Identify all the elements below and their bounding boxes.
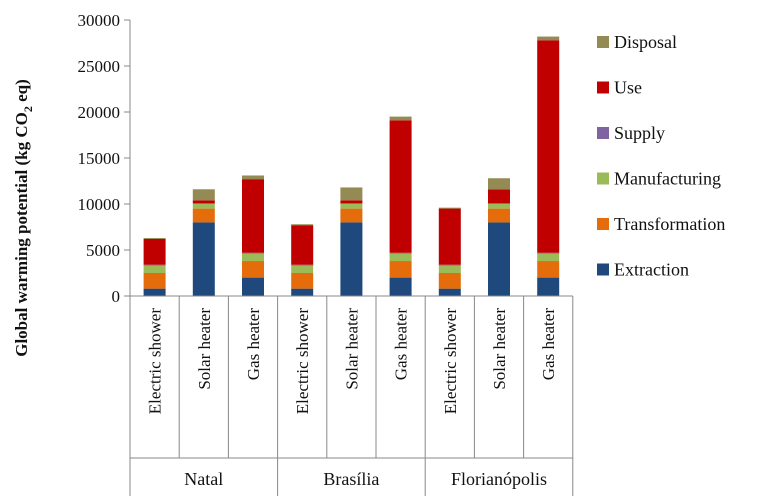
bar-segment-disposal xyxy=(389,116,412,121)
bar-segment-disposal xyxy=(291,224,314,226)
x-group-label: Natal xyxy=(184,469,223,489)
y-tick-label: 30000 xyxy=(78,11,121,30)
bar-segment-use xyxy=(537,40,560,253)
legend-swatch-transformation xyxy=(597,218,609,230)
legend: Disposal Use Supply Manufacturing Transforma… xyxy=(597,32,725,280)
bar-segment-use xyxy=(143,238,166,265)
bar-segment-supply xyxy=(438,264,461,266)
x-category-label: Electric shower xyxy=(146,308,165,415)
bar-segment-supply xyxy=(537,252,560,254)
x-category-label: Gas heater xyxy=(539,308,558,381)
bar-segment-use xyxy=(389,120,412,253)
legend-swatch-supply xyxy=(597,127,609,139)
bar-segment-transformation xyxy=(143,273,166,289)
axes xyxy=(129,20,574,496)
x-category-label: Solar heater xyxy=(195,308,214,390)
x-group-label: Florianópolis xyxy=(451,469,547,489)
legend-swatch-extraction xyxy=(597,263,609,276)
bar-segment-extraction xyxy=(143,288,166,296)
bar-segment-transformation xyxy=(242,261,264,278)
bar-segment-disposal xyxy=(340,187,363,201)
bar-segment-manufacturing xyxy=(389,253,412,262)
bar-segment-supply xyxy=(291,264,314,266)
legend-swatch-manufacturing xyxy=(597,172,609,185)
bar-segment-transformation xyxy=(537,261,560,278)
bar-segment-extraction xyxy=(537,277,560,296)
x-category-label: Gas heater xyxy=(392,308,411,381)
bar-segment-manufacturing xyxy=(192,204,215,209)
bar-segment-supply xyxy=(389,252,412,254)
y-tick-label: 15000 xyxy=(78,149,121,168)
bar-segment-manufacturing xyxy=(438,265,461,273)
bar-segment-supply xyxy=(192,203,215,204)
bar-segment-manufacturing xyxy=(340,204,363,209)
bar-segment-supply xyxy=(143,264,166,266)
x-category-label: Solar heater xyxy=(490,308,509,390)
bar-segment-transformation xyxy=(488,208,510,223)
x-axis-labels: Electric shower Solar heater Gas heater Ele… xyxy=(146,308,559,489)
x-category-label: Electric shower xyxy=(293,308,312,415)
legend-swatch-use xyxy=(597,81,609,94)
y-axis-title: Global warming potential (kg CO2 eq) xyxy=(12,79,35,357)
y-tick-label: 20000 xyxy=(78,103,121,122)
bar-segment-disposal xyxy=(143,238,166,239)
bar-segment-extraction xyxy=(438,288,461,296)
bar-segment-extraction xyxy=(242,277,264,296)
y-axis-ticks: 0 5000 10000 15000 20000 25000 30000 xyxy=(78,11,130,306)
bar-segment-disposal xyxy=(537,36,560,41)
y-tick-label: 5000 xyxy=(86,241,120,260)
bar-segment-use xyxy=(242,179,264,253)
bar-segment-transformation xyxy=(438,273,461,289)
bar-segment-supply xyxy=(242,252,264,254)
bar-segment-manufacturing xyxy=(143,265,166,273)
bar-segment-disposal xyxy=(488,178,510,190)
bar-segment-use xyxy=(192,200,215,204)
bar-segment-manufacturing xyxy=(488,204,510,209)
x-category-label: Gas heater xyxy=(244,308,263,381)
y-tick-label: 25000 xyxy=(78,57,121,76)
legend-swatch-disposal xyxy=(597,36,609,48)
bar-segment-use xyxy=(488,189,510,204)
bar-segment-use xyxy=(438,208,461,265)
bar-segment-disposal xyxy=(438,207,461,209)
bar-segment-disposal xyxy=(242,175,264,180)
bar-segment-manufacturing xyxy=(242,253,264,262)
bar-segment-transformation xyxy=(291,273,314,289)
y-tick-label: 0 xyxy=(112,287,121,306)
y-axis-title-main: Global warming potential (kg CO xyxy=(12,112,31,357)
y-axis-title-suffix: eq) xyxy=(12,79,31,106)
bar-segment-manufacturing xyxy=(291,265,314,273)
bar-segment-transformation xyxy=(389,261,412,278)
bar-segment-extraction xyxy=(192,222,215,296)
bars xyxy=(143,36,560,296)
legend-label-extraction: Extraction xyxy=(614,260,689,280)
bar-segment-supply xyxy=(488,203,510,204)
x-category-label: Electric shower xyxy=(441,308,460,415)
legend-label-manufacturing: Manufacturing xyxy=(614,169,721,189)
bar-segment-extraction xyxy=(488,222,510,296)
bar-segment-manufacturing xyxy=(537,253,560,262)
bar-segment-extraction xyxy=(340,222,363,296)
x-category-label: Solar heater xyxy=(342,308,361,390)
legend-label-supply: Supply xyxy=(614,123,665,143)
y-axis-title-subscript: 2 xyxy=(21,106,35,112)
bar-segment-transformation xyxy=(340,208,363,223)
bar-segment-extraction xyxy=(389,277,412,296)
bar-segment-use xyxy=(291,225,314,265)
bar-segment-transformation xyxy=(192,208,215,223)
y-axis-label: Global warming potential (kg CO2 eq) xyxy=(12,79,35,357)
x-group-label: Brasília xyxy=(323,469,379,489)
legend-label-disposal: Disposal xyxy=(614,32,677,52)
y-tick-label: 10000 xyxy=(78,195,121,214)
legend-label-use: Use xyxy=(614,78,642,98)
bar-segment-disposal xyxy=(192,189,215,201)
bar-segment-extraction xyxy=(291,288,314,296)
bar-segment-supply xyxy=(340,203,363,204)
bar-segment-use xyxy=(340,200,363,204)
legend-label-transformation: Transformation xyxy=(614,214,725,234)
